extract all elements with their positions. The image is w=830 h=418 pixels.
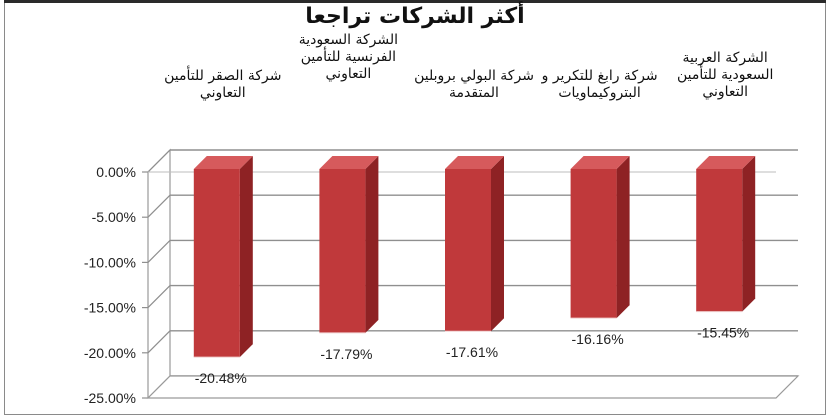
bar (445, 169, 491, 332)
data-label: -17.61% (446, 344, 498, 360)
bar-top (696, 156, 756, 169)
bar-side (616, 156, 630, 319)
bar-side (365, 156, 379, 333)
category-label: شركة رابغ للتكرير و البتروكيماويات (541, 68, 658, 101)
bar (696, 169, 743, 312)
bar-top (445, 156, 504, 169)
data-label: -15.45% (697, 325, 749, 341)
y-tick-label: -15.00% (84, 300, 136, 316)
bar (570, 169, 617, 319)
category-label: الشركة السعودية الفرنسية للتأمين التعاون… (298, 32, 399, 82)
y-tick-label: -25.00% (84, 390, 136, 406)
chart-title: أكثر الشركات تراجعا (305, 4, 525, 29)
chart-frame (4, 0, 826, 415)
bar (319, 169, 366, 333)
gridline-side (147, 149, 171, 173)
bar-side (742, 156, 756, 312)
bar-side (239, 156, 253, 358)
top-border (4, 0, 826, 3)
bar-side (491, 156, 504, 332)
data-label: -16.16% (572, 331, 624, 347)
y-tick-label: -20.00% (84, 345, 136, 361)
gridline-side (147, 194, 171, 218)
data-label: -20.48% (195, 370, 247, 386)
bar (193, 169, 240, 358)
plot-floor (146, 375, 800, 399)
gridline-side (147, 330, 171, 354)
category-label: شركة الصقر للتأمين التعاوني (164, 68, 282, 101)
y-tick-label: 0.00% (96, 164, 136, 180)
bar-top (193, 156, 253, 169)
y-tick-label: -5.00% (92, 209, 136, 225)
bar-top (570, 156, 630, 169)
data-label: -17.79% (320, 346, 372, 362)
category-label: الشركة العربية السعودية للتأمين التعاوني (676, 50, 774, 100)
gridline-side (147, 239, 171, 263)
bar-top (319, 156, 379, 169)
category-label: شركة البولي بروبلين المتقدمة (414, 68, 534, 101)
y-tick-label: -10.00% (84, 254, 136, 270)
gridline-side (147, 285, 171, 309)
